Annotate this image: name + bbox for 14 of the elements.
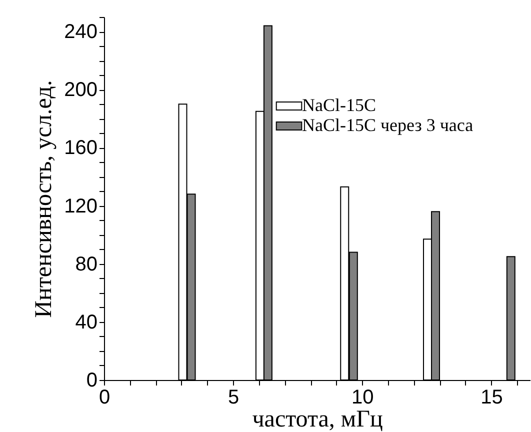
x-axis-title: частота, мГц <box>252 406 383 432</box>
y-tick-label: 80 <box>75 253 98 276</box>
y-tick-label: 240 <box>64 21 98 44</box>
legend-label: NaCl-15C через 3 часа <box>302 115 474 135</box>
y-tick-label: 0 <box>86 370 98 392</box>
y-axis-title: Интенсивность, усл.ед. <box>31 80 58 318</box>
y-tick-label: 40 <box>75 311 98 334</box>
y-tick-label: 120 <box>64 195 98 218</box>
x-tick-label: 15 <box>480 386 503 408</box>
legend-label: NaCl-15C <box>302 95 376 115</box>
x-tick-label: 10 <box>352 386 374 408</box>
x-tick-label: 5 <box>228 386 240 408</box>
y-tick-label: 200 <box>64 79 98 102</box>
y-tick-label: 160 <box>64 137 98 160</box>
